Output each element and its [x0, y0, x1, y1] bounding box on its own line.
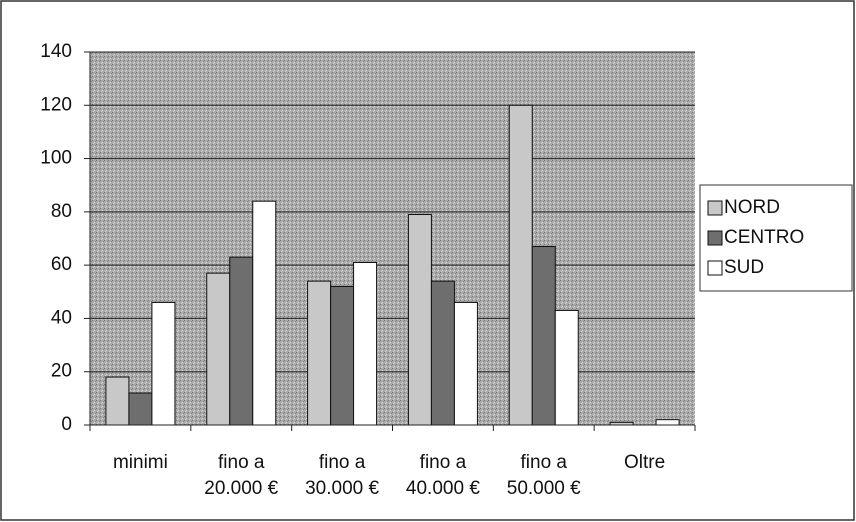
bar: [105, 376, 130, 426]
bar: [430, 280, 455, 426]
legend-label: SUD: [724, 257, 764, 278]
legend-swatch: [707, 230, 723, 246]
y-tick-label: 0: [61, 414, 72, 435]
x-tick-label: fino a: [319, 452, 366, 473]
legend-swatch: [707, 260, 723, 276]
y-tick-label: 100: [40, 148, 72, 169]
bar: [531, 245, 556, 426]
bar: [307, 280, 332, 426]
bar: [151, 301, 176, 426]
bar: [206, 272, 231, 426]
x-tick-label: fino a: [521, 452, 568, 473]
x-tick-label: minimi: [113, 452, 168, 473]
bar: [128, 392, 153, 426]
bar: [453, 301, 478, 426]
x-tick-label: 20.000 €: [204, 478, 278, 499]
bar: [655, 419, 680, 426]
legend-box: [699, 184, 853, 292]
y-tick-label: 120: [40, 94, 72, 115]
bar: [252, 200, 277, 426]
bar: [229, 256, 254, 426]
x-tick-label: Oltre: [624, 452, 665, 473]
plot-area: [90, 52, 695, 425]
x-tick-label: 40.000 €: [406, 478, 480, 499]
legend-label: CENTRO: [724, 227, 804, 248]
x-tick-label: 50.000 €: [507, 478, 581, 499]
x-tick-label: 30.000 €: [305, 478, 379, 499]
y-tick-label: 140: [40, 41, 72, 62]
legend: NORD CENTRO SUD: [699, 184, 853, 292]
x-tick-label: fino a: [420, 452, 467, 473]
y-tick-label: 60: [51, 254, 72, 275]
legend-label: NORD: [724, 197, 780, 218]
legend-swatch: [707, 200, 723, 216]
y-tick-label: 80: [51, 201, 72, 222]
y-tick-label: 40: [51, 307, 72, 328]
bar: [330, 285, 355, 426]
y-tick-label: 20: [51, 361, 72, 382]
bar: [407, 214, 432, 426]
bar: [353, 261, 378, 426]
bar: [554, 309, 579, 426]
bar: [508, 104, 533, 426]
x-tick-label: fino a: [218, 452, 265, 473]
